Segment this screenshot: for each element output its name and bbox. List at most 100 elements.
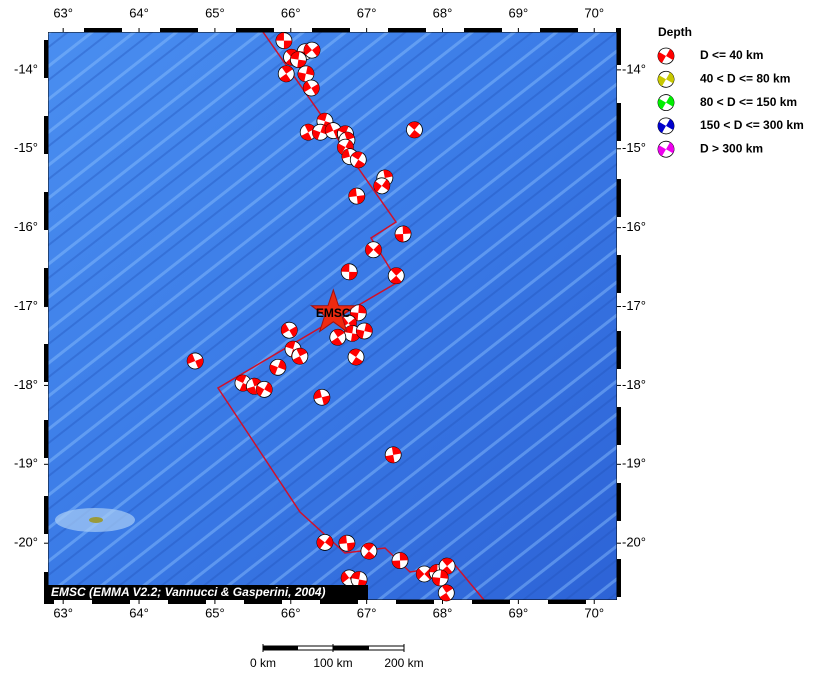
legend-symbol (657, 47, 675, 65)
y-tick-label: -15° (14, 140, 38, 155)
legend-label: 40 < D <= 80 km (700, 71, 790, 85)
earthquake (348, 187, 366, 205)
x-tick-label: 67° (357, 5, 377, 20)
beachball-quadrants (365, 243, 382, 256)
beachball-quadrants (441, 558, 454, 575)
beachball-quadrants (337, 140, 354, 155)
earthquake (394, 225, 412, 243)
earthquake (391, 552, 409, 569)
earthquake (289, 51, 307, 69)
earthquake (269, 358, 287, 376)
scale-label: 100 km (313, 656, 352, 670)
legend-symbol (657, 70, 675, 88)
x-tick-label: 64° (129, 605, 149, 620)
x-tick-label: 70° (584, 5, 604, 20)
beachball-quadrants (269, 359, 286, 375)
beachball-quadrants (344, 325, 361, 342)
beachball-quadrants (341, 263, 358, 280)
earthquake (365, 241, 382, 259)
beachball-quadrants (304, 43, 320, 57)
beachball-quadrants (432, 569, 449, 586)
beachball-quadrants (292, 348, 308, 365)
beachball-quadrants (312, 124, 329, 140)
beachball-quadrants (356, 323, 373, 339)
x-tick-label: 68° (433, 605, 453, 620)
x-tick-label: 65° (205, 605, 225, 620)
earthquake (437, 584, 455, 602)
earthquake (349, 304, 367, 322)
beachball-quadrants (658, 118, 674, 133)
legend-symbol (657, 117, 675, 135)
beachball-quadrants (373, 179, 390, 193)
earthquake (360, 542, 378, 560)
beachball-quadrants (658, 72, 674, 87)
scale-label: 200 km (384, 656, 423, 670)
y-tick-label: -16° (14, 219, 38, 234)
earthquake (297, 65, 315, 83)
y-tick-label: -16° (622, 219, 646, 234)
beachball-quadrants (348, 188, 365, 205)
beachball-quadrants (416, 568, 433, 580)
beachball-quadrants (297, 65, 314, 82)
beachball-quadrants (349, 349, 363, 366)
earthquake (355, 322, 373, 340)
legend-symbol (657, 94, 675, 111)
beachball-quadrants (303, 81, 320, 95)
earthquake (277, 65, 295, 83)
earthquake (302, 79, 320, 97)
legend-label: D <= 40 km (700, 48, 763, 62)
earthquake (280, 321, 298, 339)
x-tick-label: 69° (509, 5, 529, 20)
credit-text: EMSC (EMMA V2.2; Vannucci & Gasperini, 2… (51, 585, 326, 599)
y-tick-label: -19° (622, 456, 646, 471)
beachball-quadrants (281, 323, 298, 338)
scale-label: 0 km (250, 656, 276, 670)
x-tick-label: 66° (281, 605, 301, 620)
y-tick-label: -17° (14, 298, 38, 313)
x-tick-label: 69° (509, 605, 529, 620)
earthquake (384, 446, 402, 464)
earthquake (303, 41, 321, 59)
beachball-quadrants (256, 382, 273, 397)
y-tick-label: -18° (622, 377, 646, 392)
earthquake (340, 263, 358, 281)
earthquake (313, 388, 331, 406)
beachball-quadrants (362, 543, 375, 560)
beachball-quadrants (279, 65, 293, 82)
y-tick-label: -14° (622, 61, 646, 76)
earthquake (338, 534, 356, 552)
island (89, 517, 103, 523)
earthquake (387, 267, 405, 285)
beachball-quadrants (385, 446, 402, 463)
earthquake (275, 32, 293, 50)
earthquake (373, 177, 391, 195)
legend-title: Depth (658, 25, 692, 39)
beachball-quadrants (350, 304, 367, 321)
earthquake (349, 151, 367, 169)
beachball-quadrants (187, 353, 204, 369)
earthquake (316, 534, 334, 551)
y-tick-label: -17° (622, 298, 646, 313)
earthquake (291, 347, 309, 365)
legend-label: 150 < D <= 300 km (700, 118, 804, 132)
scale-bar: 0 km 100 km 200 km (250, 644, 424, 670)
legend-label: 80 < D <= 150 km (700, 95, 797, 109)
x-tick-label: 68° (433, 5, 453, 20)
earthquake (431, 569, 449, 587)
y-tick-label: -15° (622, 140, 646, 155)
beachball-quadrants (316, 536, 333, 549)
x-tick-label: 67° (357, 605, 377, 620)
earthquake (406, 121, 423, 139)
earthquake (186, 352, 204, 370)
x-tick-label: 63° (53, 5, 73, 20)
y-tick-label: -14° (14, 61, 38, 76)
earthquake (299, 123, 317, 141)
beachball-quadrants (351, 151, 366, 168)
mainshock-label: EMSC (316, 306, 351, 320)
beachball-quadrants (658, 95, 674, 110)
legend-label: D > 300 km (700, 141, 763, 155)
legend-symbol (657, 140, 675, 158)
beachball-quadrants (290, 51, 307, 68)
